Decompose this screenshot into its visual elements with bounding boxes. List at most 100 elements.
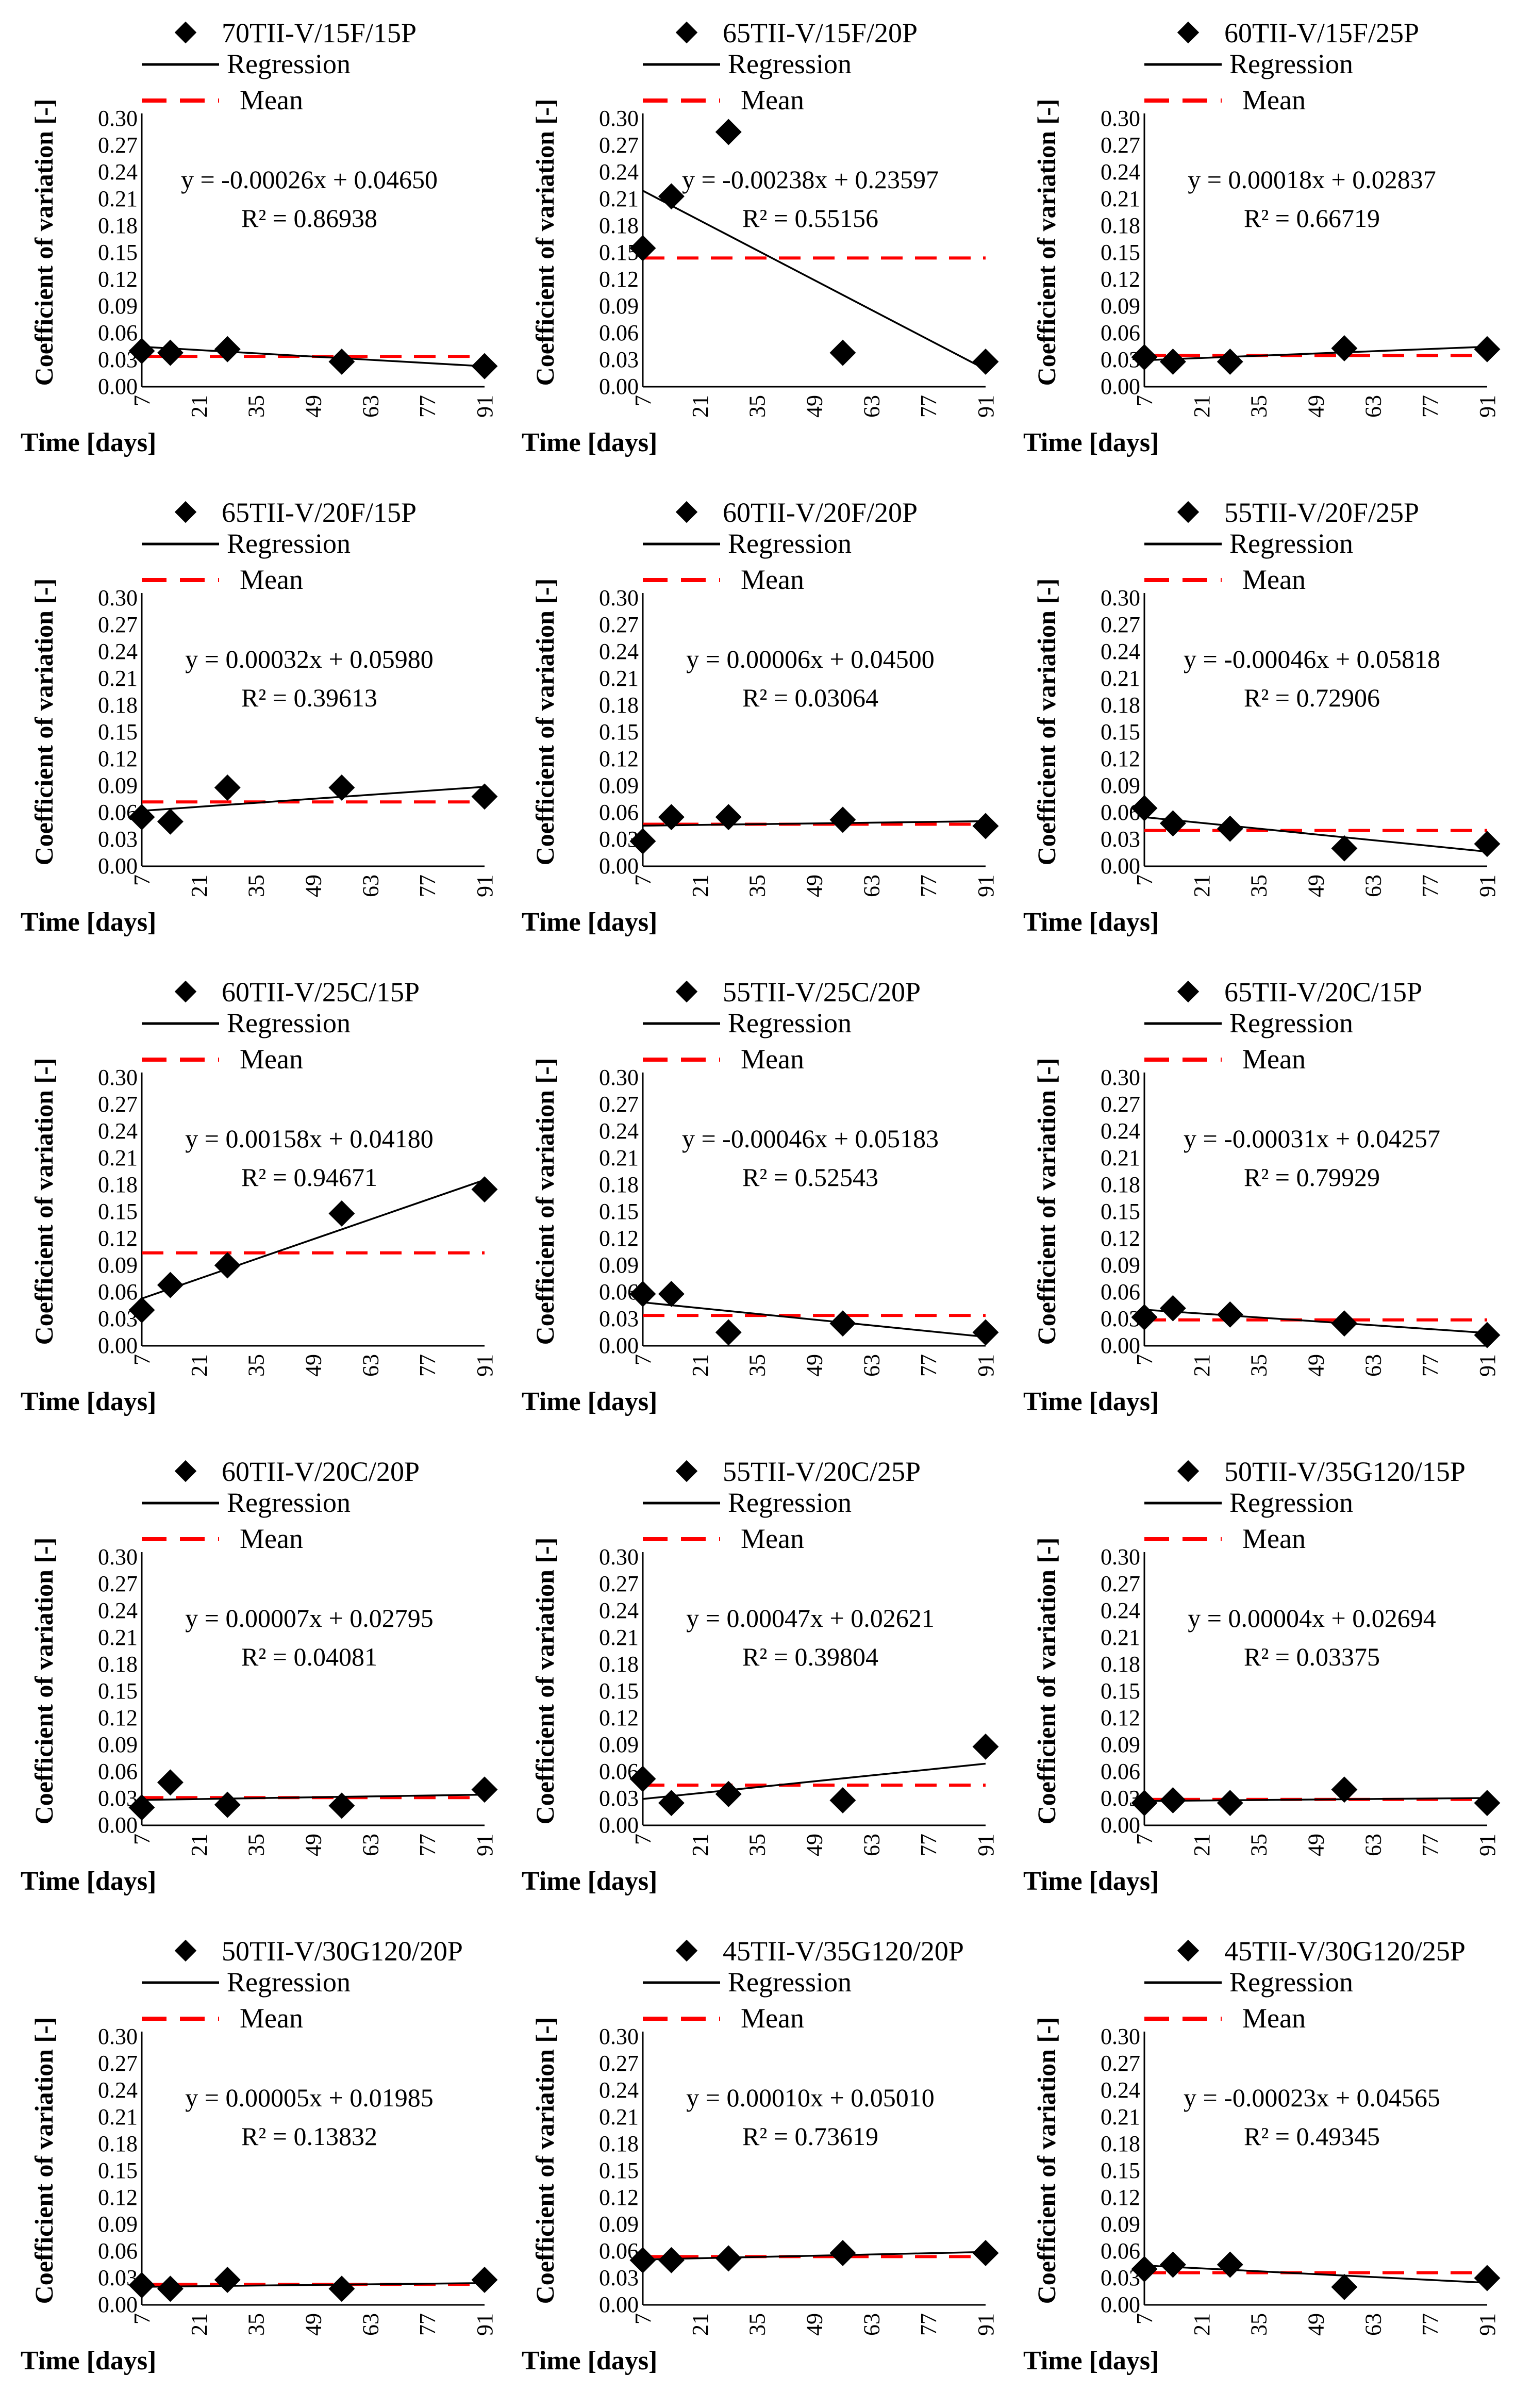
x-tick-label: 21 xyxy=(1189,395,1214,418)
y-tick-label: 0.12 xyxy=(1101,1705,1140,1730)
r-squared: R² = 0.52543 xyxy=(742,1163,878,1192)
y-tick-label: 0.12 xyxy=(599,1705,639,1730)
y-tick-label: 0.00 xyxy=(1101,1333,1140,1358)
y-tick-label: 0.15 xyxy=(1101,240,1140,265)
y-tick-label: 0.12 xyxy=(1101,746,1140,771)
y-tick-label: 0.09 xyxy=(1101,1252,1140,1278)
x-tick-label: 77 xyxy=(916,1354,941,1377)
legend-diamond-icon xyxy=(174,501,197,523)
legend-regression-label: Regression xyxy=(728,48,852,79)
y-tick-label: 0.15 xyxy=(599,719,639,745)
chart-panel: 55TII-V/20F/25PRegressionMean0.000.030.0… xyxy=(1023,497,1501,937)
chart-panel: 60TII-V/25C/15PRegressionMean0.000.030.0… xyxy=(21,977,498,1416)
x-axis-title: Time [days] xyxy=(522,1867,657,1896)
x-tick-label: 77 xyxy=(415,395,440,418)
x-tick-label: 77 xyxy=(1418,875,1443,897)
y-tick-label: 0.03 xyxy=(599,2265,639,2290)
chart-title: 45TII-V/35G120/20P xyxy=(723,1936,964,1967)
data-point xyxy=(1474,1790,1501,1817)
x-tick-label: 21 xyxy=(688,2313,713,2336)
y-tick-label: 0.03 xyxy=(98,827,138,852)
y-tick-label: 0.21 xyxy=(599,2104,639,2130)
y-tick-label: 0.15 xyxy=(599,1199,639,1224)
y-tick-label: 0.15 xyxy=(98,240,138,265)
chart-panel: 50TII-V/30G120/20PRegressionMean0.000.03… xyxy=(21,1936,498,2376)
r-squared: R² = 0.79929 xyxy=(1244,1163,1380,1192)
y-axis-title: Coefficient of variation [-] xyxy=(530,2017,559,2304)
y-tick-label: 0.09 xyxy=(98,293,138,319)
legend-diamond-icon xyxy=(174,21,197,44)
y-tick-label: 0.24 xyxy=(1101,1118,1140,1144)
y-tick-label: 0.30 xyxy=(1101,1065,1140,1090)
x-axis-title: Time [days] xyxy=(522,2346,657,2376)
data-point xyxy=(658,183,685,210)
y-tick-label: 0.21 xyxy=(98,186,138,211)
x-axis-title: Time [days] xyxy=(1023,2346,1159,2376)
x-tick-label: 63 xyxy=(859,1834,884,1856)
y-tick-label: 0.30 xyxy=(599,106,639,131)
x-tick-label: 49 xyxy=(301,1834,326,1856)
y-tick-label: 0.06 xyxy=(1101,1279,1140,1305)
y-tick-label: 0.06 xyxy=(599,800,639,825)
y-tick-label: 0.18 xyxy=(1101,1172,1140,1197)
x-tick-label: 21 xyxy=(187,2313,212,2336)
r-squared: R² = 0.39613 xyxy=(241,683,377,712)
regression-equation: y = -0.00238x + 0.23597 xyxy=(682,165,939,194)
regression-equation: y = 0.00047x + 0.02621 xyxy=(686,1604,934,1632)
data-point xyxy=(829,2240,856,2266)
x-tick-label: 91 xyxy=(1475,875,1500,897)
y-tick-label: 0.03 xyxy=(1101,827,1140,852)
data-point xyxy=(1217,815,1243,842)
y-tick-label: 0.09 xyxy=(98,1252,138,1278)
y-tick-label: 0.12 xyxy=(98,1705,138,1730)
y-tick-label: 0.06 xyxy=(1101,320,1140,345)
chart-title: 65TII-V/20F/15P xyxy=(222,497,417,528)
y-tick-label: 0.15 xyxy=(1101,2158,1140,2183)
r-squared: R² = 0.39804 xyxy=(742,1642,878,1671)
data-point xyxy=(157,1272,184,1298)
y-axis-title: Coefficient of variation [-] xyxy=(530,99,559,386)
r-squared: R² = 0.03375 xyxy=(1244,1642,1380,1671)
x-tick-label: 7 xyxy=(630,875,656,886)
legend-mean-label: Mean xyxy=(741,2003,804,2034)
x-tick-label: 91 xyxy=(1475,395,1500,418)
y-tick-label: 0.30 xyxy=(599,2024,639,2049)
data-point xyxy=(1159,1295,1186,1322)
data-point xyxy=(157,1769,184,1796)
y-tick-label: 0.15 xyxy=(98,2158,138,2183)
y-tick-label: 0.21 xyxy=(1101,666,1140,691)
y-tick-label: 0.27 xyxy=(98,1571,138,1596)
data-point xyxy=(658,2247,685,2273)
data-point xyxy=(972,1319,999,1346)
y-tick-label: 0.06 xyxy=(98,1279,138,1305)
x-tick-label: 35 xyxy=(1246,395,1272,418)
y-tick-label: 0.30 xyxy=(98,1544,138,1570)
data-point xyxy=(629,2247,656,2273)
y-tick-label: 0.27 xyxy=(599,133,639,158)
legend-regression-label: Regression xyxy=(1229,1967,1353,1998)
y-tick-label: 0.12 xyxy=(98,2185,138,2210)
y-tick-label: 0.21 xyxy=(98,666,138,691)
x-axis-title: Time [days] xyxy=(1023,1867,1159,1896)
x-axis-title: Time [days] xyxy=(1023,428,1159,457)
x-tick-label: 7 xyxy=(630,1354,656,1365)
x-tick-label: 91 xyxy=(1475,2313,1500,2336)
y-tick-label: 0.06 xyxy=(599,320,639,345)
y-tick-label: 0.27 xyxy=(1101,1571,1140,1596)
y-axis-title: Coefficient of variation [-] xyxy=(29,1538,58,1825)
x-tick-label: 21 xyxy=(688,1834,713,1856)
y-tick-label: 0.27 xyxy=(599,612,639,637)
x-tick-label: 49 xyxy=(802,395,827,418)
chart-title: 65TII-V/15F/20P xyxy=(723,18,918,48)
y-tick-label: 0.12 xyxy=(599,746,639,771)
x-tick-label: 77 xyxy=(415,2313,440,2336)
data-point xyxy=(1331,335,1358,361)
y-tick-label: 0.30 xyxy=(1101,106,1140,131)
chart-title: 70TII-V/15F/15P xyxy=(222,18,417,48)
